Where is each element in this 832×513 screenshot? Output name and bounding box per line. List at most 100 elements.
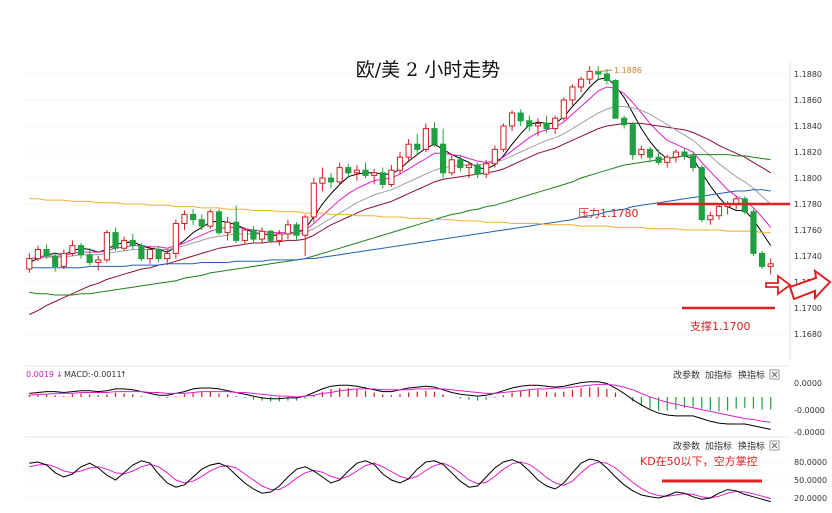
candle-body	[508, 112, 516, 127]
candle-body	[431, 128, 438, 145]
candle-body	[543, 122, 550, 130]
candle-body	[690, 155, 697, 169]
candle-body	[190, 213, 197, 221]
moving-average-lines	[29, 77, 772, 315]
ma-line	[29, 154, 771, 296]
candle-body	[414, 143, 421, 150]
candle-body	[302, 216, 309, 236]
ma-line	[29, 106, 772, 260]
candle-body	[155, 249, 162, 260]
candle-body	[233, 221, 240, 241]
candle-body	[86, 254, 93, 263]
candle-body	[715, 206, 723, 217]
macd-up-arrow-icon: ↑	[120, 370, 127, 379]
kd-switch-indicator-button[interactable]: 换指标	[738, 440, 765, 452]
macd-change-params-button[interactable]: 改参数	[673, 369, 700, 381]
macd-y-tick-label: -0.0000	[794, 428, 825, 437]
y-tick-label: 1.1880	[794, 70, 822, 79]
candle-body	[121, 239, 128, 249]
candle-body	[34, 249, 42, 260]
candle-body	[250, 229, 257, 240]
candle-body	[103, 232, 110, 261]
candle-body	[43, 249, 50, 257]
candle-body	[758, 252, 766, 267]
candle-body	[767, 263, 774, 267]
candle-body	[698, 167, 705, 221]
candle-body	[138, 245, 145, 260]
candle-body	[327, 177, 335, 183]
macd-plot	[28, 381, 772, 430]
y-tick-label: 1.1780	[794, 200, 822, 209]
candle-body	[172, 223, 179, 254]
candle-body	[646, 148, 654, 158]
support-label: 支撑1.1700	[690, 319, 751, 333]
kd-y-tick-label: 50.0000	[794, 476, 827, 485]
y-tick-label: 1.1760	[794, 226, 822, 235]
candle-body	[198, 219, 205, 227]
candle-body	[457, 159, 464, 169]
kd-k-line	[29, 458, 771, 503]
candle-body	[750, 211, 757, 254]
candle-body	[405, 143, 412, 158]
candle-body	[500, 125, 507, 150]
candle-body	[569, 86, 576, 101]
candle-body	[258, 230, 266, 240]
macd-add-indicator-button[interactable]: 加指标	[705, 369, 732, 381]
kd-add-indicator-button[interactable]: 加指标	[705, 440, 732, 452]
candle-body	[276, 233, 283, 241]
ma-line	[29, 189, 771, 269]
macd-header-value: 0.0019	[26, 370, 54, 379]
ma-line	[29, 122, 771, 315]
candle-body	[552, 117, 559, 130]
high-marker: 1.1886	[595, 66, 642, 75]
candle-body	[181, 213, 188, 224]
candle-body	[681, 151, 688, 157]
macd-dif-line	[29, 381, 771, 430]
candle-body	[77, 245, 85, 256]
macd-y-tick-label: -0.0000	[794, 406, 825, 415]
candle-body	[284, 224, 292, 235]
candle-body	[526, 120, 533, 127]
kd-close-icon[interactable]	[769, 440, 780, 451]
candle-body	[621, 117, 628, 126]
candle-body	[586, 70, 593, 80]
candle-body	[560, 99, 567, 119]
candlesticks	[26, 66, 774, 275]
candle-body	[707, 215, 714, 221]
candle-body	[319, 177, 326, 184]
resistance-label: 压力1.1780	[578, 207, 639, 220]
kd-y-axis: 80.0000 50.0000 20.0000	[794, 458, 827, 503]
candle-body	[491, 148, 498, 165]
candle-body	[69, 245, 76, 254]
candle-body	[672, 151, 679, 158]
candle-body	[664, 156, 671, 163]
candle-body	[474, 164, 481, 175]
y-tick-label: 1.1860	[794, 96, 822, 105]
macd-header: 0.0019 ↓ MACD:-0.0011 ↑	[26, 370, 127, 379]
kd-d-line	[29, 461, 771, 500]
candle-body	[146, 249, 154, 260]
candle-body	[310, 182, 317, 218]
macd-header-mid: MACD:-0.0011	[64, 370, 122, 379]
macd-switch-indicator-button[interactable]: 换指标	[738, 369, 765, 381]
candle-body	[379, 172, 386, 186]
candle-body	[52, 255, 59, 267]
macd-close-icon[interactable]	[769, 369, 780, 380]
y-tick-label: 1.1820	[794, 148, 822, 157]
candle-body	[207, 211, 214, 227]
candle-body	[534, 122, 542, 127]
candle-body	[440, 143, 447, 174]
candle-body	[224, 221, 231, 234]
candle-body	[345, 167, 352, 174]
candle-body	[60, 252, 67, 267]
candle-body	[95, 259, 102, 263]
candle-body	[112, 232, 119, 249]
candle-body	[26, 258, 33, 270]
y-tick-label: 1.1680	[794, 330, 822, 339]
kd-panel-buttons: 改参数 加指标 换指标	[673, 440, 780, 452]
candle-body	[267, 230, 274, 241]
main-y-axis: 1.1880 1.1860 1.1840 1.1820 1.1800 1.1780 1.17…	[789, 62, 822, 360]
kd-y-tick-label: 80.0000	[794, 458, 827, 467]
kd-change-params-button[interactable]: 改参数	[673, 440, 700, 452]
